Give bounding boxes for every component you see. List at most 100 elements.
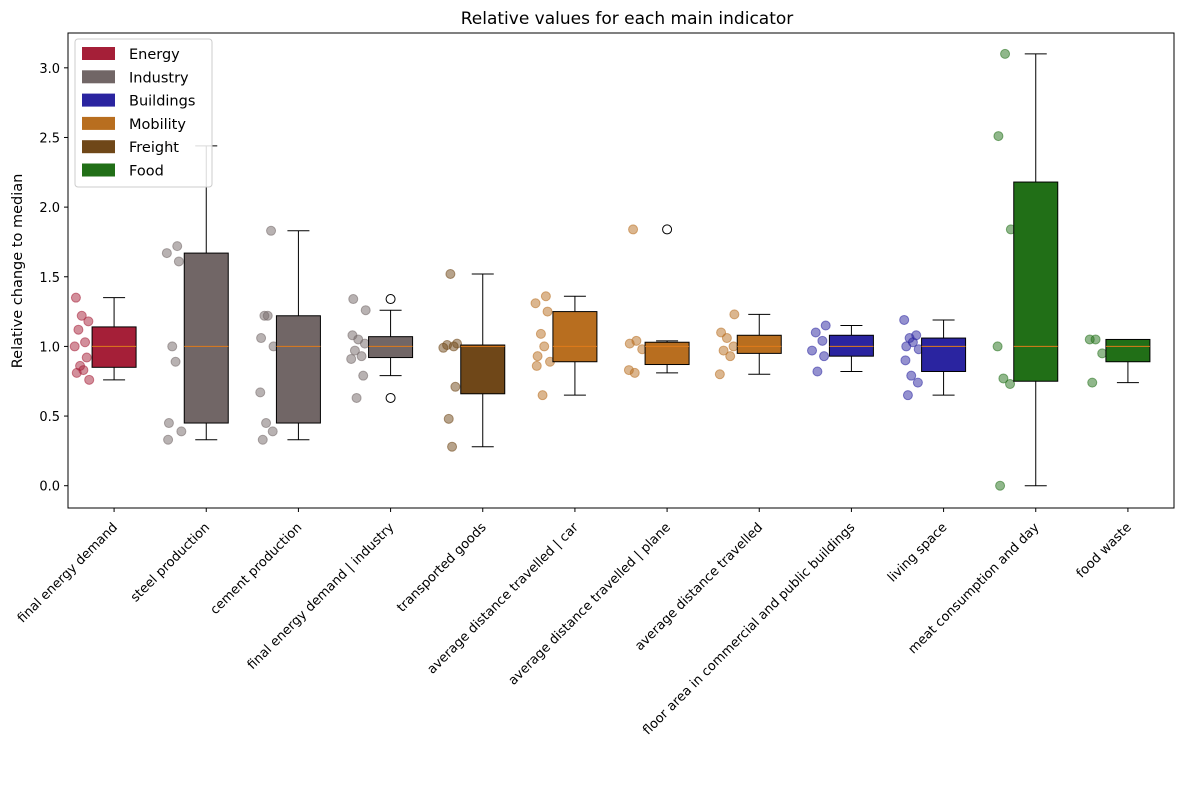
x-tick-label: average distance travelled | plane <box>506 520 674 688</box>
outlier-point <box>385 294 396 305</box>
x-tick-label: food waste <box>1074 520 1135 581</box>
y-axis-title: Relative change to median <box>10 174 26 369</box>
data-point <box>450 381 461 392</box>
data-point <box>912 377 923 388</box>
data-point <box>812 366 823 377</box>
data-point <box>729 309 740 320</box>
chart-title: Relative values for each main indicator <box>461 9 794 29</box>
box <box>460 344 506 395</box>
box <box>1013 181 1059 382</box>
data-point <box>535 328 546 339</box>
category-group <box>530 291 598 401</box>
data-point <box>995 480 1006 491</box>
data-point <box>998 373 1009 384</box>
outlier-point <box>385 392 396 403</box>
box <box>183 252 229 424</box>
category-group <box>899 314 967 401</box>
legend-label: Buildings <box>129 94 195 110</box>
data-point <box>83 316 94 327</box>
data-point <box>624 338 635 349</box>
data-point <box>167 341 178 352</box>
data-point <box>73 324 84 335</box>
legend-label: Food <box>129 164 164 180</box>
data-point <box>360 305 371 316</box>
x-tick-label: average distance travelled | car <box>425 520 583 678</box>
y-tick-label: 2.5 <box>39 131 60 146</box>
data-point <box>346 353 357 364</box>
x-tick-label: transported goods <box>394 520 489 615</box>
outlier-point <box>662 224 673 235</box>
y-tick-label: 2.0 <box>39 201 60 216</box>
box <box>275 315 321 424</box>
legend-label: Freight <box>129 140 179 156</box>
data-point <box>906 370 917 381</box>
legend-swatch <box>82 163 115 177</box>
data-point <box>445 268 456 279</box>
category-group <box>807 320 874 377</box>
category-group <box>161 140 229 445</box>
y-tick-label: 0.5 <box>39 410 60 425</box>
y-tick-label: 3.0 <box>39 62 60 77</box>
data-point <box>817 335 828 346</box>
data-point <box>540 291 551 302</box>
data-point <box>359 338 370 349</box>
data-point <box>721 333 732 344</box>
data-point <box>900 355 911 366</box>
data-point <box>728 341 739 352</box>
data-point <box>348 294 359 305</box>
data-point <box>539 341 550 352</box>
x-tick-label: cement production <box>208 520 306 618</box>
data-point <box>176 426 187 437</box>
category-group <box>438 268 506 452</box>
data-point <box>1000 48 1011 59</box>
data-point <box>170 356 181 367</box>
data-point <box>537 390 548 401</box>
box <box>1105 338 1151 363</box>
data-point <box>899 314 910 325</box>
data-point <box>173 256 184 267</box>
data-point <box>80 337 91 348</box>
y-tick-label: 1.5 <box>39 271 60 286</box>
legend-label: Mobility <box>129 117 186 133</box>
data-point <box>1005 379 1016 390</box>
data-point <box>542 306 553 317</box>
data-point <box>256 333 267 344</box>
data-point <box>628 224 639 235</box>
category-group <box>346 294 414 403</box>
data-point <box>993 131 1004 142</box>
plot-area <box>67 32 1175 509</box>
data-point <box>629 367 640 378</box>
data-point <box>531 360 542 371</box>
data-point <box>267 426 278 437</box>
x-tick-label: floor area in commercial and public buil… <box>640 520 858 738</box>
data-point <box>255 387 266 398</box>
box <box>91 326 137 368</box>
category-group <box>255 225 321 445</box>
plot-frame <box>67 32 1175 509</box>
legend: Energy Industry Buildings Mobility Freight Fo… <box>74 38 213 188</box>
x-tick-label: living space <box>885 520 950 585</box>
y-tick-label: 0.0 <box>39 480 60 495</box>
data-point <box>172 241 183 252</box>
box <box>368 336 414 359</box>
data-point <box>69 341 80 352</box>
data-point <box>1087 377 1098 388</box>
data-point <box>819 351 830 362</box>
data-point <box>349 345 360 356</box>
data-point <box>725 351 736 362</box>
y-tick-label: 1.0 <box>39 340 60 355</box>
data-point <box>807 345 818 356</box>
data-point <box>351 392 362 403</box>
data-point <box>447 441 458 452</box>
data-point <box>992 341 1003 352</box>
box <box>644 341 690 366</box>
data-point <box>163 418 174 429</box>
category-group <box>69 292 137 385</box>
data-point <box>76 310 87 321</box>
category-group <box>992 48 1059 491</box>
data-point <box>532 351 543 362</box>
x-tick-label: final energy demand | industry <box>245 520 398 673</box>
data-point <box>266 225 277 236</box>
data-point <box>718 345 729 356</box>
